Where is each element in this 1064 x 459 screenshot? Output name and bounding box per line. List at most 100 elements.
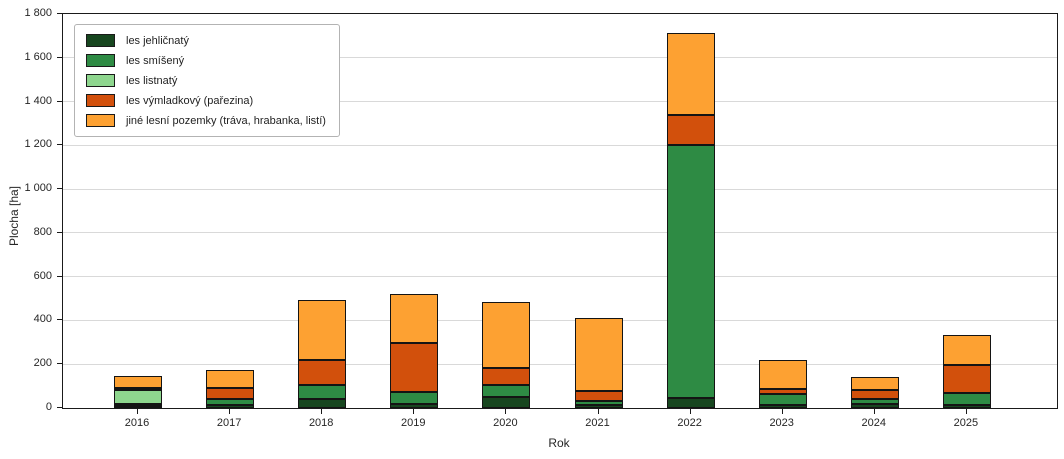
x-tick-mark [873,409,875,414]
legend-swatch-icon [86,114,115,127]
bar-2017 [206,369,255,408]
bar-2022 [666,32,715,408]
x-tick-label: 2024 [861,417,887,429]
bar-segment [850,377,899,391]
gridline [63,363,1057,365]
bar-segment [666,114,715,146]
legend-item: les jehličnatý [86,34,326,47]
bar-segment [114,376,162,388]
gridline [63,188,1057,190]
x-tick-mark [413,409,415,414]
legend-label: jiné lesní pozemky (tráva, hrabanka, lis… [126,114,326,127]
bar-segment [114,390,162,404]
bar-segment [850,399,899,404]
bar-segment [206,404,255,408]
x-tick-mark [965,409,967,414]
bar-segment [482,385,531,398]
y-tick-mark [57,188,62,190]
bar-segment [666,32,715,115]
x-tick-mark [229,409,231,414]
bar-segment [666,145,715,399]
bar-segment [482,397,531,408]
gridline [63,319,1057,321]
bar-segment [206,388,255,400]
legend-item: les listnatý [86,74,326,87]
bar-2020 [482,301,531,408]
bar-2018 [298,299,347,408]
legend-label: les listnatý [126,74,178,87]
bar-segment [574,401,623,405]
bar-segment [574,404,623,408]
bar-2019 [390,294,439,408]
y-tick-label: 600 [33,269,52,282]
y-tick-label: 800 [33,225,52,238]
legend-swatch-icon [86,54,115,67]
bar-segment [758,359,807,390]
x-tick-label: 2023 [769,417,794,429]
x-tick-mark [137,409,138,414]
x-tick-label: 2016 [124,417,150,429]
x-tick-label: 2017 [216,417,242,429]
x-tick-label: 2019 [401,417,426,429]
y-tick-label: 400 [33,313,52,326]
y-tick-mark [57,363,62,365]
bar-segment [298,399,347,408]
legend-swatch-icon [86,34,115,47]
bar-segment [298,299,347,360]
y-tick-mark [57,319,62,321]
legend-label: les smíšený [126,54,185,67]
bar-segment [114,405,162,408]
x-tick-label: 2018 [308,417,334,429]
bar-segment [758,404,807,408]
y-tick-label: 1 800 [24,7,52,19]
bar-segment [850,390,899,400]
y-tick-mark [57,56,62,58]
x-tick-mark [689,409,691,414]
x-axis-title: Rok [548,436,570,450]
bar-segment [850,403,899,408]
legend-swatch-icon [86,74,115,87]
bar-segment [482,367,531,386]
bar-segment [666,398,715,408]
y-tick-label: 1 200 [24,138,52,151]
bar-segment [758,393,807,405]
x-tick-label: 2021 [585,417,610,429]
bar-segment [298,385,347,400]
y-tick-label: 0 [45,401,52,413]
bar-segment [390,403,439,408]
bar-segment [114,387,162,391]
bar-segment [206,399,255,405]
bar-segment [942,365,991,393]
x-tick-mark [597,409,599,414]
bar-2016 [114,376,162,408]
legend-item: les smíšený [86,54,326,67]
y-tick-mark [57,144,62,146]
bar-segment [390,294,439,344]
y-tick-mark [57,100,62,102]
y-tick-mark [57,13,62,14]
bar-segment [482,301,531,368]
y-tick-mark [57,231,62,233]
x-tick-mark [321,409,323,414]
legend-item: les výmladkový (pařezina) [86,94,326,107]
bar-segment [298,359,347,386]
legend: les jehličnatý les smíšený les listnatý les… [74,24,340,137]
bar-segment [942,334,991,366]
gridline [63,276,1057,278]
x-tick-label: 2020 [493,417,518,429]
y-tick-mark [57,407,62,408]
bar-segment [390,343,439,392]
x-tick-mark [505,409,507,414]
bar-2021 [574,318,623,408]
y-tick-label: 200 [33,357,52,370]
gridline [63,101,1057,103]
bar-segment [574,390,623,402]
legend-label: les jehličnatý [126,34,189,47]
gridline [63,232,1057,234]
legend-label: les výmladkový (pařezina) [126,94,254,107]
legend-item: jiné lesní pozemky (tráva, hrabanka, lis… [86,114,326,127]
bar-segment [206,369,255,389]
y-tick-mark [57,275,62,277]
y-tick-label: 1 000 [24,182,52,195]
